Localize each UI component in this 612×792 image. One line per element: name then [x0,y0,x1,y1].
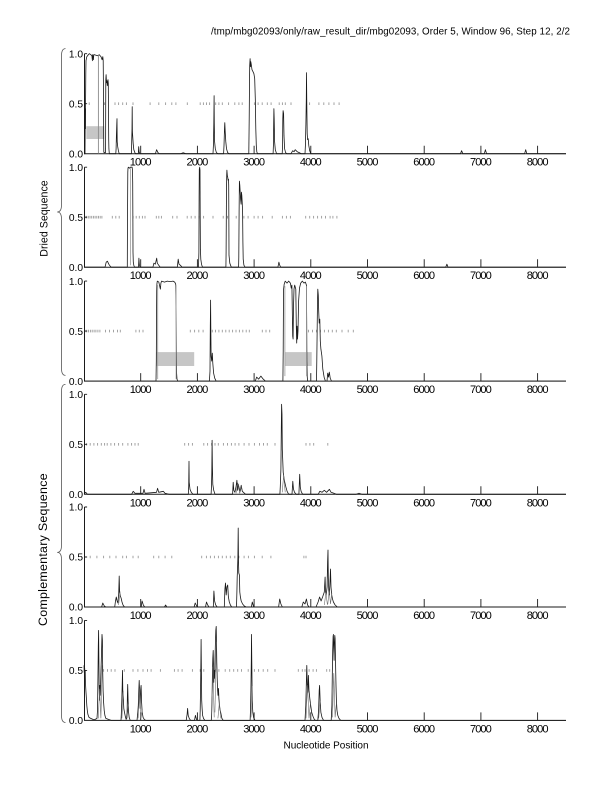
svg-text:3000: 3000 [243,497,265,509]
svg-text:7000: 7000 [470,270,492,282]
svg-text:1.0: 1.0 [69,503,83,514]
svg-text:0.0: 0.0 [69,716,83,727]
svg-text:8000: 8000 [527,384,549,396]
svg-text:Complementary Sequence: Complementary Sequence [36,473,50,626]
svg-text:0.5: 0.5 [69,213,83,224]
svg-text:8000: 8000 [527,497,549,509]
svg-text:3000: 3000 [243,270,265,282]
svg-text:6000: 6000 [413,497,435,509]
svg-text:6000: 6000 [413,270,435,282]
svg-text:2000: 2000 [187,610,209,622]
svg-text:6000: 6000 [413,384,435,396]
svg-text:Nucleotide Position: Nucleotide Position [284,741,369,752]
svg-text:5000: 5000 [357,497,379,509]
svg-text:0.5: 0.5 [69,666,83,677]
svg-text:0.0: 0.0 [69,490,83,501]
svg-text:0.5: 0.5 [69,553,83,564]
svg-text:2000: 2000 [187,270,209,282]
svg-text:1000: 1000 [130,270,152,282]
svg-text:1000: 1000 [130,723,152,735]
svg-text:Dried Sequence: Dried Sequence [38,180,50,256]
svg-text:8000: 8000 [527,723,549,735]
svg-text:1.0: 1.0 [69,277,83,288]
svg-text:8000: 8000 [527,270,549,282]
svg-text:1.0: 1.0 [69,616,83,627]
svg-text:7000: 7000 [470,384,492,396]
svg-text:0.5: 0.5 [69,99,83,110]
svg-text:3000: 3000 [243,157,265,169]
svg-text:3000: 3000 [243,610,265,622]
svg-text:0.5: 0.5 [69,327,83,338]
svg-text:1000: 1000 [130,157,152,169]
svg-text:5000: 5000 [357,270,379,282]
svg-text:7000: 7000 [470,723,492,735]
svg-text:2000: 2000 [187,157,209,169]
svg-text:4000: 4000 [300,497,322,509]
svg-text:4000: 4000 [300,384,322,396]
svg-text:5000: 5000 [357,157,379,169]
svg-text:1.0: 1.0 [69,49,83,60]
svg-text:2000: 2000 [187,384,209,396]
svg-text:8000: 8000 [527,610,549,622]
svg-text:1000: 1000 [130,610,152,622]
svg-text:6000: 6000 [413,157,435,169]
svg-text:2000: 2000 [187,497,209,509]
svg-text:0.0: 0.0 [69,263,83,274]
svg-text:7000: 7000 [470,610,492,622]
svg-text:4000: 4000 [300,157,322,169]
svg-text:0.5: 0.5 [69,440,83,451]
svg-text:8000: 8000 [527,157,549,169]
svg-text:1000: 1000 [130,384,152,396]
svg-text:1000: 1000 [130,497,152,509]
svg-text:1.0: 1.0 [69,390,83,401]
svg-text:0.0: 0.0 [69,603,83,614]
svg-text:0.0: 0.0 [69,149,83,160]
svg-text:6000: 6000 [413,610,435,622]
svg-text:4000: 4000 [300,723,322,735]
svg-text:1.0: 1.0 [69,163,83,174]
svg-text:5000: 5000 [357,610,379,622]
svg-text:2000: 2000 [187,723,209,735]
svg-text:3000: 3000 [243,384,265,396]
svg-text:/tmp/mbg02093/only/raw_result_: /tmp/mbg02093/only/raw_result_dir/mbg020… [211,26,570,37]
svg-text:3000: 3000 [243,723,265,735]
svg-text:4000: 4000 [300,610,322,622]
svg-text:6000: 6000 [413,723,435,735]
svg-text:4000: 4000 [300,270,322,282]
svg-text:7000: 7000 [470,497,492,509]
svg-text:5000: 5000 [357,384,379,396]
svg-text:5000: 5000 [357,723,379,735]
svg-text:0.0: 0.0 [69,377,83,388]
svg-text:7000: 7000 [470,157,492,169]
